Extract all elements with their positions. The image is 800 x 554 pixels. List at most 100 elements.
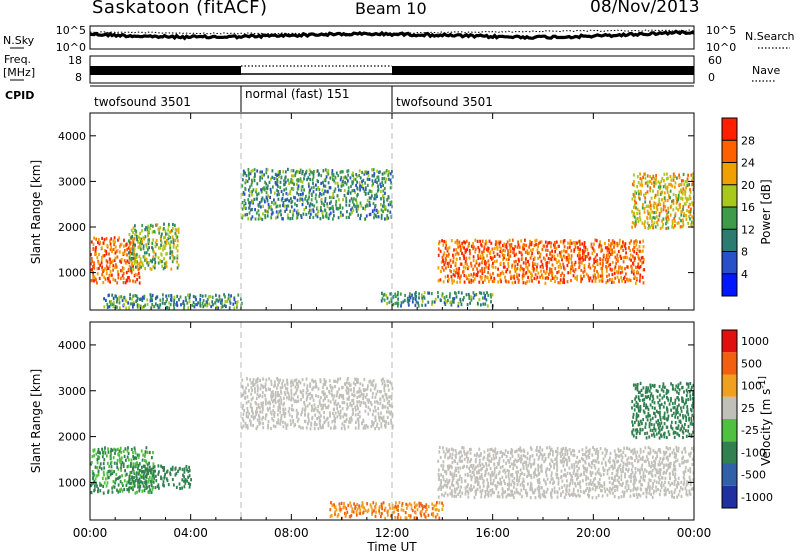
heatmap-cell (283, 179, 285, 183)
heatmap-cell (493, 254, 496, 258)
heatmap-cell (692, 184, 694, 188)
heatmap-cell (154, 254, 157, 258)
heatmap-cell (270, 190, 272, 194)
heatmap-cell (501, 250, 503, 254)
heatmap-cell (633, 481, 636, 485)
heatmap-cell (103, 458, 106, 462)
heatmap-cell (148, 246, 150, 250)
heatmap-cell (251, 409, 254, 413)
heatmap-cell (345, 196, 348, 200)
heatmap-cell (286, 387, 289, 391)
heatmap-cell (120, 487, 123, 491)
heatmap-cell (314, 196, 317, 201)
heatmap-cell (259, 410, 261, 414)
heatmap-cell (643, 193, 645, 197)
heatmap-cell (613, 495, 616, 499)
heatmap-cell (501, 475, 504, 479)
heatmap-cell (467, 457, 469, 461)
heatmap-cell (473, 485, 475, 489)
heatmap-cell (149, 296, 152, 300)
heatmap-cell (385, 177, 388, 181)
heatmap-cell (450, 275, 453, 279)
heatmap-cell (284, 411, 287, 416)
heatmap-cell (659, 470, 662, 474)
heatmap-cell (332, 397, 335, 401)
heatmap-cell (501, 270, 504, 274)
heatmap-cell (626, 255, 628, 260)
heatmap-cell (675, 201, 678, 205)
heatmap-cell (332, 411, 334, 416)
heatmap-cell (537, 449, 540, 453)
nsky-tick-bottom-right: 10^0 (706, 41, 736, 54)
heatmap-cell (637, 468, 639, 472)
heatmap-cell (558, 244, 560, 248)
heatmap-cell (388, 400, 391, 404)
heatmap-cell (656, 190, 659, 194)
heatmap-cell (132, 467, 134, 471)
heatmap-cell (660, 209, 663, 213)
heatmap-cell (489, 466, 492, 471)
heatmap-cell (216, 298, 219, 302)
heatmap-cell (522, 274, 525, 278)
heatmap-cell (347, 387, 349, 391)
heatmap-cell (326, 416, 329, 420)
heatmap-cell (552, 481, 554, 485)
heatmap-cell (290, 197, 292, 201)
heatmap-cell (269, 410, 272, 414)
heatmap-cell (510, 451, 513, 455)
heatmap-cell (657, 463, 660, 467)
heatmap-cell (267, 423, 269, 427)
heatmap-cell (302, 426, 304, 430)
heatmap-cell (506, 267, 509, 272)
heatmap-cell (632, 248, 634, 252)
heatmap-cell (570, 463, 573, 467)
heatmap-cell (314, 385, 317, 389)
heatmap-cell (151, 293, 154, 297)
heatmap-cell (340, 170, 343, 174)
heatmap-cell (655, 211, 657, 215)
heatmap-cell (587, 265, 590, 269)
heatmap-cell (681, 450, 683, 454)
heatmap-cell (130, 266, 132, 270)
heatmap-cell (633, 447, 636, 451)
heatmap-cell (564, 449, 567, 453)
heatmap-cell (301, 184, 304, 189)
heatmap-cell (462, 446, 465, 450)
heatmap-cell (468, 487, 471, 491)
heatmap-cell (639, 259, 642, 263)
heatmap-cell (475, 488, 478, 492)
heatmap-cell (293, 379, 296, 383)
heatmap-cell (533, 490, 536, 495)
heatmap-cell (663, 489, 666, 493)
heatmap-cell (440, 464, 443, 468)
heatmap-cell (171, 229, 173, 233)
heatmap-cell (530, 463, 533, 467)
heatmap-cell (102, 254, 104, 258)
heatmap-cell (97, 450, 99, 454)
heatmap-cell (114, 479, 117, 483)
heatmap-cell (245, 174, 248, 178)
heatmap-cell (282, 203, 284, 208)
heatmap-cell (644, 176, 647, 180)
heatmap-cell (101, 236, 103, 240)
heatmap-cell (502, 265, 505, 269)
heatmap-cell (307, 417, 310, 421)
heatmap-cell (142, 255, 145, 259)
heatmap-cell (683, 183, 686, 187)
heatmap-cell (663, 172, 666, 176)
heatmap-cell (539, 275, 541, 279)
heatmap-cell (648, 224, 650, 228)
heatmap-cell (524, 281, 527, 285)
heatmap-cell (362, 397, 364, 401)
heatmap-cell (438, 475, 440, 479)
heatmap-cell (532, 471, 535, 475)
heatmap-cell (243, 198, 246, 203)
heatmap-cell (449, 472, 452, 476)
heatmap-cell (573, 453, 576, 457)
heatmap-cell (443, 494, 445, 498)
heatmap-cell (261, 384, 264, 388)
heatmap-cell (138, 254, 141, 258)
heatmap-cell (466, 489, 469, 494)
heatmap-cell (256, 377, 259, 381)
heatmap-cell (182, 301, 184, 306)
